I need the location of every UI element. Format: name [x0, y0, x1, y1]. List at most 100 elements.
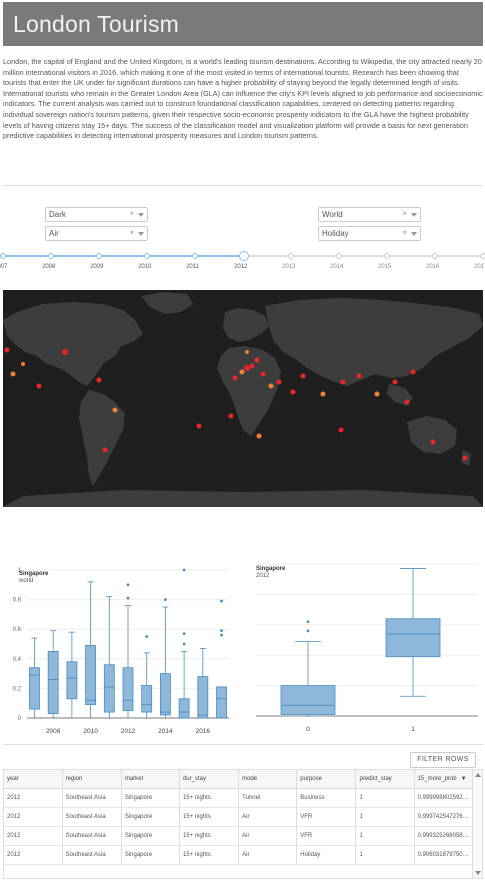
y-tick-label: 0.8 [13, 598, 22, 604]
box-2015 [178, 568, 190, 719]
clear-icon[interactable]: × [402, 228, 407, 237]
column-header-label: region [65, 775, 83, 782]
box-class-0 [280, 620, 336, 717]
slider-tick-2013[interactable] [288, 253, 294, 259]
table-scrollbar[interactable] [472, 770, 482, 878]
column-header-label: mode [242, 775, 258, 782]
slider-year-label[interactable]: 2013 [282, 264, 296, 270]
column-header-dur_stay[interactable]: dur_stay [179, 770, 240, 789]
table-row[interactable]: 2012 Southeast Asia Singapore 15+ nights Air… [4, 826, 482, 846]
scroll-up-icon[interactable] [475, 773, 481, 777]
outlier-point [164, 598, 167, 601]
slider-tick-2014[interactable] [336, 253, 342, 259]
scope-dropdown-value: World [322, 210, 343, 219]
clear-icon[interactable]: × [129, 209, 134, 218]
outlier-point [182, 568, 186, 572]
box-body [197, 676, 209, 719]
slider-tick-2016[interactable] [432, 253, 438, 259]
slider-year-label[interactable]: 2009 [90, 264, 104, 270]
table-cell-region: Southeast Asia [62, 807, 122, 827]
table-cell-year: 2012 [4, 845, 63, 865]
slider-year-label[interactable]: 2012 [234, 264, 248, 270]
scroll-down-icon[interactable] [475, 871, 481, 875]
column-header-label: year [7, 775, 19, 782]
slider-year-label[interactable]: 2015 [378, 264, 392, 270]
box-body [66, 661, 78, 700]
clear-icon[interactable]: × [129, 228, 134, 237]
column-header-label: dur_stay [182, 775, 206, 782]
box-body [85, 645, 96, 706]
box-2007 [29, 637, 40, 718]
column-header-15_more_prob[interactable]: 15_more_prob ▼ [414, 770, 482, 789]
y-tick-label: 0.6 [13, 627, 22, 633]
land-masses [3, 292, 483, 507]
slider-tick-2011[interactable] [192, 253, 198, 259]
column-header-market[interactable]: market [121, 770, 180, 789]
clear-icon[interactable]: × [402, 209, 407, 218]
box-chart-by-class[interactable]: Singapore 2012 0 1 [252, 560, 484, 740]
table-cell-mode: Air [238, 826, 298, 846]
column-header-purpose[interactable]: purpose [296, 770, 357, 789]
chevron-down-icon[interactable] [411, 213, 417, 217]
table-row[interactable]: 2012 Southeast Asia Singapore 15+ nights Air… [4, 845, 482, 865]
slider-tick-2008[interactable] [48, 253, 54, 259]
x-tick-label: 2010 [83, 728, 98, 735]
column-header-mode[interactable]: mode [238, 770, 298, 789]
slider-tick-2017[interactable] [480, 253, 485, 259]
outlier-point [126, 596, 130, 600]
y-tick-label: 0 [18, 716, 22, 722]
slider-year-label[interactable]: 2016 [426, 264, 440, 270]
theme-dropdown[interactable]: Dark × [45, 207, 148, 222]
y-tick-label: 0.4 [13, 657, 22, 663]
slider-year-label[interactable]: 2010 [138, 264, 152, 270]
x-tick-label: 0 [306, 726, 310, 733]
chart-title: Singapore [19, 571, 49, 577]
column-header-region[interactable]: region [62, 770, 122, 789]
slider-year-label[interactable]: 2008 [42, 264, 56, 270]
slider-year-label[interactable]: 2007 [0, 264, 8, 270]
y-tick-label: 0.2 [13, 686, 22, 692]
table-cell-year: 2012 [4, 807, 63, 827]
filter-rows-button[interactable]: FILTER ROWS [410, 752, 476, 768]
chevron-down-icon[interactable] [411, 232, 417, 236]
chevron-down-icon[interactable] [138, 232, 144, 236]
mode-dropdown[interactable]: Air × [45, 226, 148, 241]
slider-tick-2010[interactable] [144, 253, 150, 259]
chevron-down-icon[interactable] [138, 213, 144, 217]
results-table[interactable]: year region market dur_stay mode purpose predi… [3, 769, 483, 879]
box-body [178, 698, 190, 719]
column-header-year[interactable]: year [4, 770, 63, 789]
purpose-dropdown[interactable]: Holiday × [318, 226, 421, 241]
box-body [29, 667, 40, 710]
column-header-label: market [124, 775, 144, 782]
table-cell-dur_stay: 15+ nights [179, 845, 240, 865]
slider-year-label[interactable]: 2017 [474, 264, 485, 270]
table-cell-market: Singapore [121, 807, 180, 827]
outlier-point [182, 642, 186, 646]
table-cell-year: 2012 [4, 788, 63, 808]
sort-icon[interactable]: ▼ [460, 775, 467, 782]
table-cell-dur_stay: 15+ nights [179, 788, 240, 808]
box-chart-by-year[interactable]: 0 0.2 0.4 0.6 0.8 1 2008 2010 2012 2014 2016 Singap… [3, 560, 243, 740]
box-2008 [47, 630, 59, 718]
slider-tick-2009[interactable] [96, 253, 102, 259]
slider-tick-2015[interactable] [384, 253, 390, 259]
slider-year-label[interactable]: 2011 [186, 264, 199, 270]
column-header-predict_stay[interactable]: predict_stay [355, 770, 415, 789]
slider-tick-2007[interactable] [0, 253, 6, 259]
table-cell-15_more_prob: 0.999325268058… [414, 826, 482, 846]
scope-dropdown[interactable]: World × [318, 207, 421, 222]
intro-paragraph: London, the capital of England and the U… [3, 57, 483, 141]
table-row[interactable]: 2012 Southeast Asia Singapore 15+ nights Air… [4, 807, 482, 827]
table-cell-15_more_prob: 0.906031879750… [414, 845, 482, 865]
year-slider-handle[interactable] [239, 251, 249, 261]
box-chart-by-year-svg: 0 0.2 0.4 0.6 0.8 1 2008 2010 2012 2014 2016 Singap… [13, 568, 229, 735]
box-2016 [197, 648, 209, 719]
world-map[interactable] [3, 290, 483, 507]
column-header-label: purpose [300, 775, 322, 782]
chart-title: Singapore [256, 566, 286, 572]
slider-year-label[interactable]: 2014 [330, 264, 344, 270]
table-cell-market: Singapore [121, 788, 180, 808]
outlier-point [306, 629, 310, 633]
table-row[interactable]: 2012 Southeast Asia Singapore 15+ nights Tun… [4, 788, 482, 808]
